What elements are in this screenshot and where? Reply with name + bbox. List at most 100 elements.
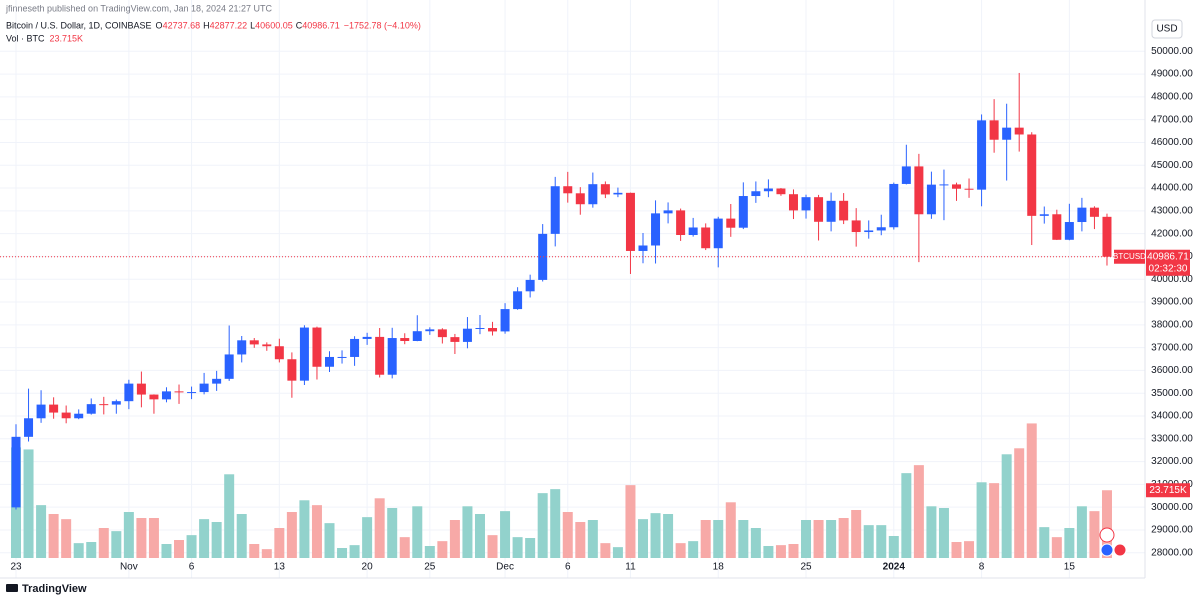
candle-body — [124, 383, 134, 402]
candle-body — [926, 184, 936, 215]
countdown: 02:32:30 — [1149, 263, 1188, 274]
volume-bar — [374, 498, 385, 558]
volume-bar — [964, 541, 975, 558]
volume-bar — [525, 538, 536, 558]
y-tick-label: 37000.00 — [1151, 342, 1193, 353]
candle-body — [161, 391, 171, 400]
currency-box[interactable] — [1151, 19, 1183, 39]
volume-bar — [211, 522, 222, 558]
y-tick-label: 42000.00 — [1151, 228, 1193, 239]
candle-body — [638, 245, 648, 251]
volume-bar — [36, 505, 47, 558]
volume-bar — [500, 511, 511, 558]
event-icon[interactable] — [1099, 527, 1115, 543]
y-tick-label: 38000.00 — [1151, 319, 1193, 330]
volume-bar — [876, 525, 887, 558]
event-icon[interactable] — [1113, 543, 1127, 557]
volume-value: 23.715K — [50, 33, 84, 43]
candle-body — [74, 413, 84, 419]
last-price-label: 40986.71 — [1147, 251, 1189, 262]
volume-bar — [550, 489, 561, 558]
candle-body — [776, 188, 786, 195]
x-tick-label: Nov — [120, 562, 138, 573]
volume-bar — [1001, 454, 1012, 558]
volume-bar — [512, 537, 523, 558]
currency: USD — [1156, 24, 1177, 35]
volume-bar — [738, 520, 749, 558]
candle-body — [701, 227, 711, 249]
volume-bar — [612, 547, 623, 558]
volume-bar — [123, 512, 134, 558]
volume-bar — [61, 519, 72, 558]
candle-body — [337, 356, 347, 358]
candle-body — [350, 338, 360, 357]
candle-body — [1077, 207, 1087, 223]
x-tick-label: 18 — [713, 562, 725, 573]
candle-body — [538, 233, 548, 280]
candle-body — [550, 186, 560, 234]
volume-bar — [763, 546, 774, 558]
candle-body — [525, 279, 535, 292]
candle-body — [814, 197, 824, 222]
candle-body — [839, 200, 849, 221]
volume-bar — [186, 535, 197, 558]
volume-bar — [98, 528, 109, 558]
volume-bar — [387, 508, 398, 558]
price-box — [1146, 249, 1190, 276]
volume-bar — [600, 543, 611, 558]
volume-bar — [274, 528, 285, 558]
logo-icon — [6, 584, 18, 592]
candle-body — [462, 328, 472, 342]
candle-body — [61, 412, 71, 419]
logo — [6, 584, 18, 592]
volume-bar — [249, 544, 260, 558]
candle-body — [763, 188, 773, 192]
candle-body — [625, 192, 635, 251]
volume-bar — [199, 519, 210, 558]
candle-body — [199, 383, 209, 393]
volume-title: Vol · BTC — [6, 33, 45, 43]
y-tick-label: 50000.00 — [1151, 46, 1193, 57]
candle-body — [49, 404, 59, 413]
y-tick-label: 43000.00 — [1151, 205, 1193, 216]
candle-body — [24, 418, 34, 437]
candle-body — [575, 193, 585, 205]
volume-bar — [474, 514, 485, 558]
y-tick-label: 33000.00 — [1151, 433, 1193, 444]
volume-bar — [1089, 511, 1100, 558]
volume-bar — [625, 485, 636, 558]
candle-body — [450, 337, 460, 342]
candle-body — [801, 197, 811, 211]
volume-bar — [148, 518, 159, 558]
candle-body — [914, 166, 924, 215]
volume-bar — [976, 482, 987, 558]
candle-body — [726, 218, 736, 228]
candle-body — [513, 291, 523, 310]
candle-body — [299, 327, 309, 381]
volume-bar — [1064, 528, 1075, 558]
ohlc-letter: H — [203, 20, 210, 30]
event-icon[interactable] — [1100, 543, 1114, 557]
candle-body — [187, 392, 197, 394]
candle-body — [274, 346, 284, 360]
volume-bar — [675, 543, 686, 558]
y-tick-label: 46000.00 — [1151, 137, 1193, 148]
candle-body — [412, 331, 422, 341]
volume-bar — [788, 544, 799, 558]
y-tick-label: 30000.00 — [1151, 502, 1193, 513]
x-tick-label: 20 — [362, 562, 374, 573]
candle-body — [387, 338, 397, 375]
volume-bar — [1014, 448, 1025, 558]
x-tick-label: 13 — [274, 562, 286, 573]
candle-body — [663, 210, 673, 214]
volume-bar — [424, 546, 435, 558]
candle-body — [989, 120, 999, 140]
candle-body — [826, 200, 836, 222]
candle-body — [651, 213, 661, 246]
volume-bar — [913, 465, 924, 558]
candle-body — [600, 184, 610, 195]
volume-bar — [136, 518, 147, 558]
candle-body — [1039, 214, 1049, 216]
volume-bar — [650, 513, 661, 558]
ohlc-value: 42877.22 — [210, 20, 248, 30]
